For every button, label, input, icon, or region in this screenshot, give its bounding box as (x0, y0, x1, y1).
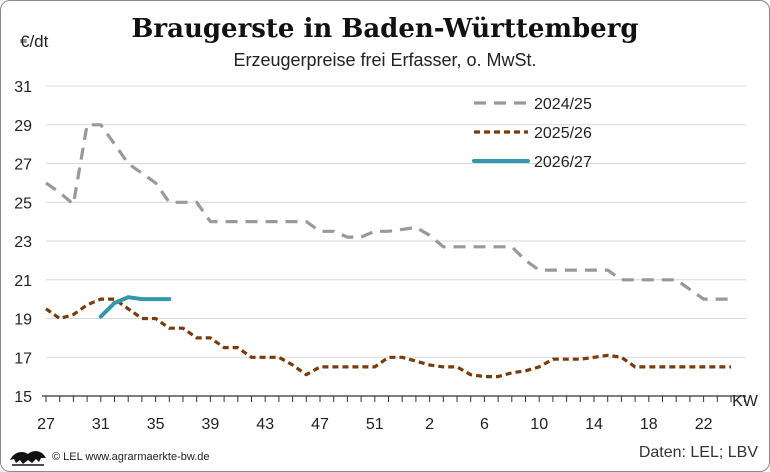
x-tick-label: 43 (256, 416, 274, 433)
y-tick-label: 17 (14, 350, 32, 367)
y-tick-label: 29 (14, 118, 32, 135)
x-axis-label: KW (732, 393, 759, 410)
x-tick-label: 47 (311, 416, 329, 433)
y-tick-label: 15 (14, 389, 32, 406)
y-tick-label: 25 (14, 195, 32, 212)
series-line-1 (45, 297, 731, 379)
legend-label-2: 2026/27 (534, 154, 592, 171)
data-source: Daten: LEL; LBV (638, 444, 758, 461)
y-tick-label: 31 (14, 79, 32, 96)
x-tick-label: 10 (530, 416, 548, 433)
y-tick-label: 19 (14, 312, 32, 329)
legend: 2024/25 2025/26 2026/27 (472, 96, 592, 171)
x-tick-label: 6 (480, 416, 489, 433)
x-tick-label: 51 (366, 416, 384, 433)
x-tick-label: 27 (37, 416, 55, 433)
lion-emblem-icon (10, 451, 46, 466)
copyright-text: © LEL www.agrarmaerkte-bw.de (52, 451, 210, 463)
x-tick-label: 2 (425, 416, 434, 433)
y-tick-label: 23 (14, 234, 32, 251)
x-tick-label: 18 (640, 416, 658, 433)
series-line-2 (98, 295, 172, 319)
x-tick-label: 31 (92, 416, 110, 433)
chart-subtitle: Erzeugerpreise frei Erfasser, o. MwSt. (233, 50, 537, 70)
y-tick-label: 27 (14, 157, 32, 174)
gridlines (42, 85, 746, 397)
x-axis-ticks: 27 31 35 39 43 47 51 2 6 10 14 18 22 KW (37, 393, 759, 433)
y-tick-label: 21 (14, 273, 32, 290)
legend-label-0: 2024/25 (534, 96, 592, 113)
x-tick-label: 14 (585, 416, 603, 433)
x-tick-label: 39 (202, 416, 220, 433)
chart-title: Braugerste in Baden-Württemberg (131, 14, 639, 44)
y-axis-unit: €/dt (20, 32, 49, 51)
series-line-0 (45, 123, 731, 301)
x-tick-label: 35 (147, 416, 165, 433)
y-axis-ticks: 15 17 19 21 23 25 27 29 31 (14, 79, 32, 406)
series-lines (45, 123, 731, 379)
footer-credit: © LEL www.agrarmaerkte-bw.de (8, 446, 210, 468)
legend-label-1: 2025/26 (534, 125, 592, 142)
x-tick-label: 22 (695, 416, 713, 433)
